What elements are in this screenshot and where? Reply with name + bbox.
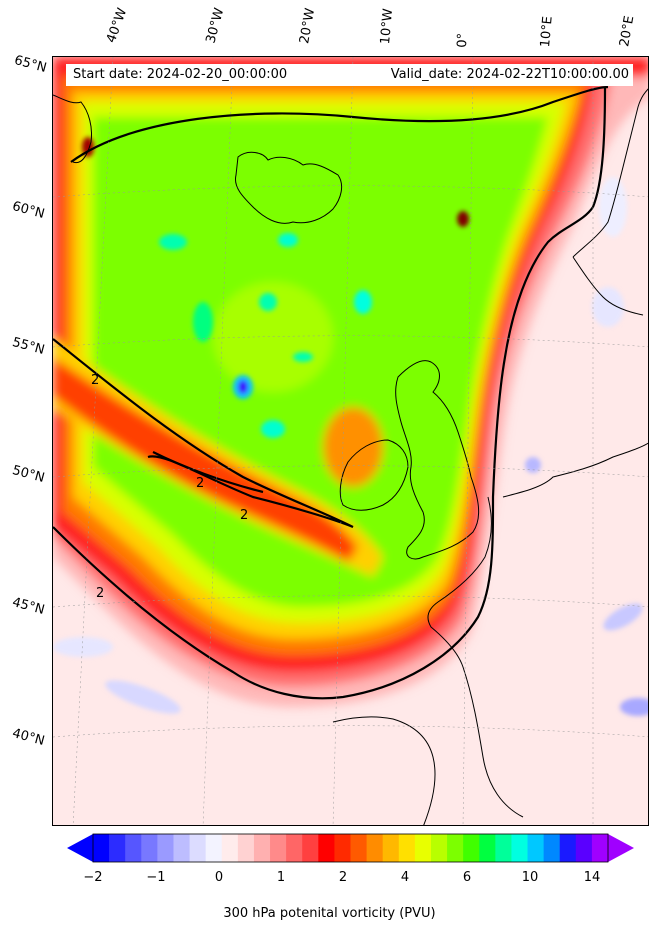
colorbar-segment	[286, 834, 303, 862]
colorbar-tick: 1	[276, 870, 286, 885]
colorbar-segment	[253, 834, 271, 862]
colorbar-segment	[318, 834, 335, 862]
colorbar-segment	[205, 834, 223, 862]
colorbar-segment	[495, 834, 512, 862]
colorbar-segment	[141, 834, 158, 862]
colorbar-segment	[511, 834, 529, 862]
iberia-coast	[332, 716, 436, 825]
colorbar-segment	[109, 834, 126, 862]
colorbar-segment	[591, 834, 609, 862]
great-britain-coast	[395, 360, 480, 560]
lat-label-45n: 45°N	[10, 595, 47, 618]
map-panel: 2 2 2 2	[52, 56, 649, 826]
contour-north	[70, 85, 609, 163]
colorbar-segment	[447, 834, 464, 862]
colorbar-segment	[366, 834, 384, 862]
colorbar-segment	[125, 834, 142, 862]
colorbar-min-arrow	[67, 834, 93, 862]
contour-label-2: 2	[196, 476, 204, 491]
colorbar-segment	[157, 834, 174, 862]
colorbar-tick: 6	[462, 870, 472, 885]
lon-label-20e: 20°E	[617, 14, 638, 48]
valid-date-label: Valid_date: 2024-02-22T10:00:00.00	[390, 67, 629, 82]
scandinavia-coast	[572, 88, 648, 316]
potential-vorticity-map: 2 2 2 2	[53, 57, 648, 825]
colorbar-segment	[173, 834, 191, 862]
lon-label-30w: 30°W	[203, 6, 228, 45]
start-date-label: Start date: 2024-02-20_00:00:00	[73, 67, 288, 82]
lat-label-50n: 50°N	[10, 463, 47, 486]
colorbar-segment	[527, 834, 545, 862]
europe-coast	[427, 442, 648, 818]
contour-label-1: 2	[91, 373, 99, 388]
lat-label-40n: 40°N	[10, 726, 47, 749]
colorbar-tick: −1	[146, 870, 166, 885]
colorbar-segment	[479, 834, 496, 862]
date-header: Start date: 2024-02-20_00:00:00 Valid_da…	[66, 64, 633, 86]
colorbar-segment	[463, 834, 480, 862]
colorbar-segment	[382, 834, 400, 862]
contour-band	[53, 338, 354, 529]
pv-field	[53, 57, 648, 707]
colorbar-outline	[92, 833, 609, 863]
colorbar-segment	[270, 834, 287, 862]
colorbar-tick: 2	[338, 870, 348, 885]
contour-main	[53, 86, 607, 700]
colorbar-segment	[334, 834, 351, 862]
lat-label-55n: 55°N	[10, 335, 47, 358]
colorbar-tick: 0	[214, 870, 224, 885]
colorbar-tick: 14	[583, 870, 601, 885]
colorbar-tick: 10	[521, 870, 539, 885]
high-pv-blobs	[82, 137, 469, 438]
ireland-coast	[339, 439, 409, 511]
colorbar-segment	[559, 834, 577, 862]
lat-label-65n: 65°N	[12, 53, 49, 76]
colorbar-segment	[350, 834, 368, 862]
contour-label-4: 2	[96, 586, 104, 601]
lon-label-40w: 40°W	[103, 6, 131, 45]
coastlines	[53, 88, 648, 825]
colorbar-segment	[189, 834, 207, 862]
colorbar-segment	[398, 834, 416, 862]
pv-2-contours	[53, 85, 609, 700]
greenland-coast	[53, 94, 92, 164]
graticule	[53, 57, 648, 825]
colorbar-segment	[543, 834, 561, 862]
lat-label-60n: 60°N	[10, 199, 47, 222]
colorbar-segment	[93, 834, 110, 862]
colorbar-segment	[237, 834, 255, 862]
colorbar-max-arrow	[608, 834, 634, 862]
colorbar-segment	[430, 834, 448, 862]
colorbar-segment	[414, 834, 432, 862]
contour-band-inner	[152, 451, 264, 494]
colorbar-tick: 4	[400, 870, 410, 885]
lon-label-0: 0°	[455, 32, 471, 48]
lon-label-20w: 20°W	[297, 7, 319, 46]
colorbar-segments	[93, 834, 609, 862]
lon-label-10w: 10°W	[378, 7, 397, 45]
iceland-coast	[234, 151, 343, 224]
colorbar-tick: −2	[83, 870, 103, 885]
colorbar-label: 300 hPa potenital vorticity (PVU)	[223, 906, 436, 921]
colorbar-segment	[221, 834, 239, 862]
contour-label-3: 2	[240, 508, 248, 523]
colorbar-segment	[302, 834, 319, 862]
colorbar	[67, 833, 634, 863]
colorbar-segment	[575, 834, 593, 862]
lon-label-10e: 10°E	[538, 15, 556, 49]
